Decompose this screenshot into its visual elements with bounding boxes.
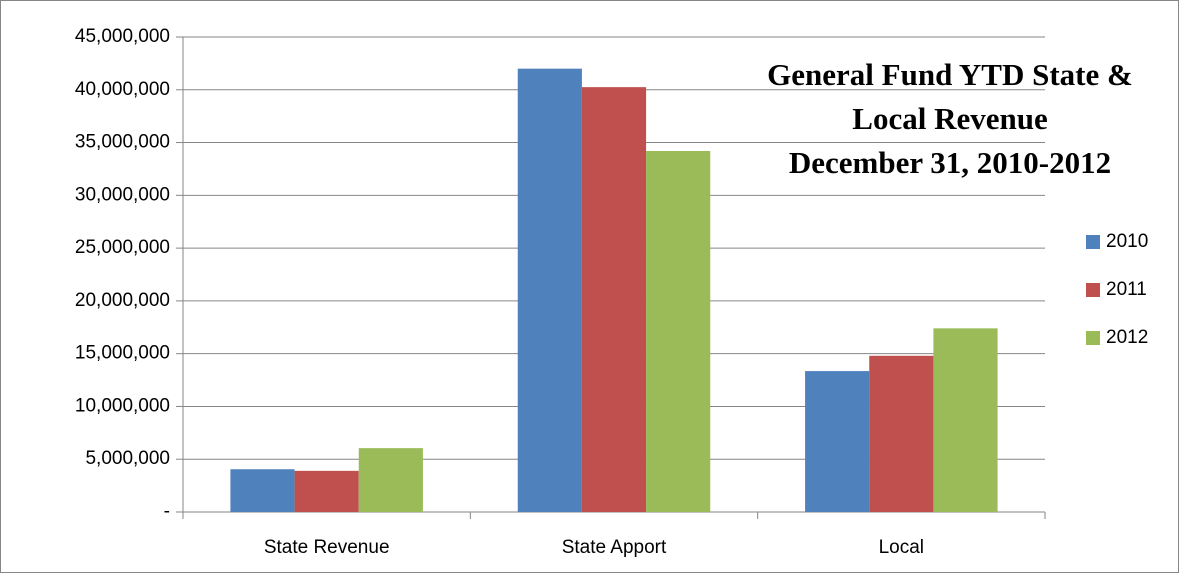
bar xyxy=(646,151,711,512)
y-tick-label: 5,000,000 xyxy=(85,448,170,469)
chart-title: Local Revenue xyxy=(852,101,1047,136)
chart-title: General Fund YTD State & xyxy=(767,57,1133,92)
y-tick-label: 20,000,000 xyxy=(75,290,170,311)
bar xyxy=(869,355,934,512)
legend-label: 2012 xyxy=(1106,327,1148,348)
legend-label: 2011 xyxy=(1106,279,1147,300)
legend-swatch xyxy=(1086,235,1100,249)
y-tick-label: 40,000,000 xyxy=(75,79,170,100)
bar xyxy=(294,470,359,512)
y-tick-label: 25,000,000 xyxy=(75,237,170,258)
y-tick-label: 30,000,000 xyxy=(75,184,170,205)
bar xyxy=(358,448,423,512)
y-tick-label: 35,000,000 xyxy=(75,132,170,153)
bar xyxy=(933,328,998,512)
legend-swatch xyxy=(1086,331,1100,345)
y-tick-label: 45,000,000 xyxy=(75,26,170,47)
x-tick-label: State Revenue xyxy=(264,537,390,558)
x-tick-label: Local xyxy=(879,537,924,558)
bar xyxy=(230,469,295,512)
bar xyxy=(517,68,582,513)
bar xyxy=(805,371,870,512)
bar xyxy=(581,87,647,512)
x-tick-label: State Apport xyxy=(562,537,667,558)
legend-swatch xyxy=(1086,283,1100,297)
legend-label: 2010 xyxy=(1106,231,1148,252)
y-tick-label: 10,000,000 xyxy=(75,395,170,416)
y-tick-label: - xyxy=(164,501,170,522)
chart-title: December 31, 2010-2012 xyxy=(789,145,1111,180)
y-tick-label: 15,000,000 xyxy=(75,343,170,364)
